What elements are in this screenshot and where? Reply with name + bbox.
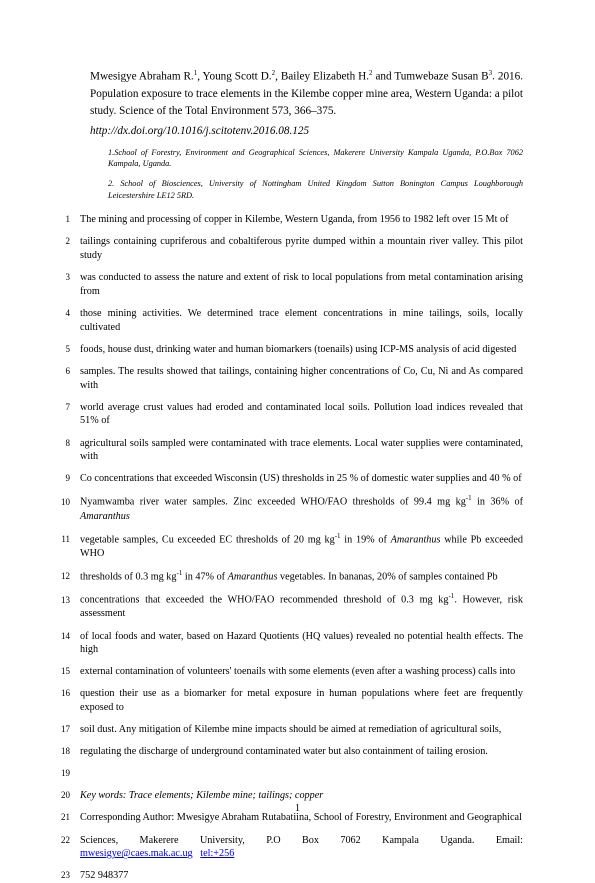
author-2: , Young Scott D. [197, 71, 271, 83]
body-line: question their use as a biomarker for me… [80, 687, 523, 715]
author-4: and Tumwebaze Susan B [373, 71, 489, 83]
lineno: 12 [58, 571, 80, 581]
lineno: 8 [58, 438, 80, 448]
body-line: Sciences, Makerere University, P.O Box 7… [80, 834, 523, 862]
affiliation-2: 2. School of Biosciences, University of … [108, 178, 523, 201]
lineno: 16 [58, 688, 80, 698]
lineno: 17 [58, 724, 80, 734]
body-line: Co concentrations that exceeded Wisconsi… [80, 472, 523, 486]
body-line: agricultural soils sampled were contamin… [80, 437, 523, 465]
lineno: 6 [58, 366, 80, 376]
body-line: world average crust values had eroded an… [80, 401, 523, 429]
lineno: 19 [58, 768, 80, 778]
lineno: 3 [58, 272, 80, 282]
page-number: 1 [0, 803, 595, 814]
author-3: , Bailey Elizabeth H. [275, 71, 369, 83]
author-1: Mwesigye Abraham R. [90, 71, 194, 83]
body-line: was conducted to assess the nature and e… [80, 271, 523, 299]
citation-block: Mwesigye Abraham R.1, Young Scott D.2, B… [90, 68, 523, 121]
tel-link[interactable]: tel:+256 [200, 848, 234, 859]
body-line: vegetable samples, Cu exceeded EC thresh… [80, 532, 523, 561]
body-line: external contamination of volunteers' to… [80, 665, 523, 679]
body-line: soil dust. Any mitigation of Kilembe min… [80, 723, 523, 737]
body-line [80, 767, 523, 781]
lineno: 18 [58, 746, 80, 756]
doi-link: http://dx.doi.org/10.1016/j.scitotenv.20… [90, 125, 523, 137]
lineno: 13 [58, 595, 80, 605]
body-text: 1The mining and processing of copper in … [90, 213, 523, 883]
lineno: 15 [58, 666, 80, 676]
lineno: 1 [58, 214, 80, 224]
body-line: tailings containing cupriferous and coba… [80, 235, 523, 263]
body-line: thresholds of 0.3 mg kg-1 in 47% of Amar… [80, 569, 523, 584]
lineno: 11 [58, 534, 80, 544]
body-line: those mining activities. We determined t… [80, 307, 523, 335]
body-line: Nyamwamba river water samples. Zinc exce… [80, 494, 523, 523]
body-line: samples. The results showed that tailing… [80, 365, 523, 393]
body-line: concentrations that exceeded the WHO/FAO… [80, 592, 523, 621]
body-line: The mining and processing of copper in K… [80, 213, 523, 227]
body-line: 752 948377 [80, 869, 523, 883]
email-link[interactable]: mwesigye@caes.mak.ac.ug [80, 848, 193, 859]
body-line: regulating the discharge of underground … [80, 745, 523, 759]
body-line: of local foods and water, based on Hazar… [80, 630, 523, 658]
keywords-line: Key words: Trace elements; Kilembe mine;… [80, 789, 523, 803]
lineno: 4 [58, 308, 80, 318]
lineno: 9 [58, 473, 80, 483]
body-line: foods, house dust, drinking water and hu… [80, 343, 523, 357]
lineno: 23 [58, 870, 80, 880]
lineno: 20 [58, 790, 80, 800]
affiliation-1: 1.School of Forestry, Environment and Ge… [108, 147, 523, 170]
lineno: 2 [58, 236, 80, 246]
lineno: 14 [58, 631, 80, 641]
lineno: 7 [58, 402, 80, 412]
lineno: 5 [58, 344, 80, 354]
lineno: 22 [58, 835, 80, 845]
lineno: 10 [58, 497, 80, 507]
